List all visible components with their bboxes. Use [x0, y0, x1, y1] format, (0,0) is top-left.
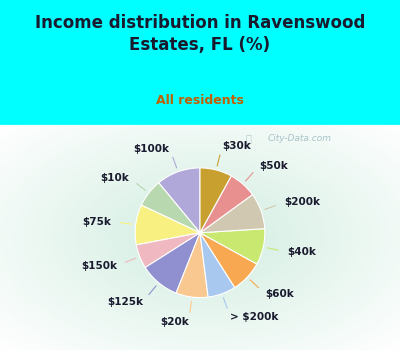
Text: $40k: $40k [287, 247, 316, 257]
Wedge shape [136, 233, 200, 267]
Text: City-Data.com: City-Data.com [268, 134, 332, 143]
Text: $125k: $125k [107, 297, 143, 307]
Wedge shape [200, 233, 235, 297]
Wedge shape [145, 233, 200, 293]
Wedge shape [176, 233, 208, 298]
Text: $200k: $200k [284, 197, 320, 208]
Wedge shape [141, 183, 200, 233]
Wedge shape [200, 168, 231, 233]
Wedge shape [200, 195, 265, 233]
Wedge shape [200, 233, 257, 287]
Text: $100k: $100k [134, 144, 170, 154]
Text: All residents: All residents [156, 94, 244, 107]
Text: $20k: $20k [160, 316, 189, 327]
Text: Income distribution in Ravenswood
Estates, FL (%): Income distribution in Ravenswood Estate… [35, 14, 365, 54]
Wedge shape [200, 229, 265, 264]
Text: $150k: $150k [81, 261, 117, 271]
Text: $60k: $60k [265, 289, 294, 299]
Text: $30k: $30k [222, 141, 251, 151]
Text: $75k: $75k [82, 217, 111, 226]
Wedge shape [159, 168, 200, 233]
Text: $50k: $50k [259, 161, 288, 170]
Text: $10k: $10k [100, 173, 129, 183]
Wedge shape [200, 176, 252, 233]
Text: > $200k: > $200k [230, 312, 279, 322]
Text: ⧗: ⧗ [245, 133, 251, 143]
Wedge shape [135, 205, 200, 245]
